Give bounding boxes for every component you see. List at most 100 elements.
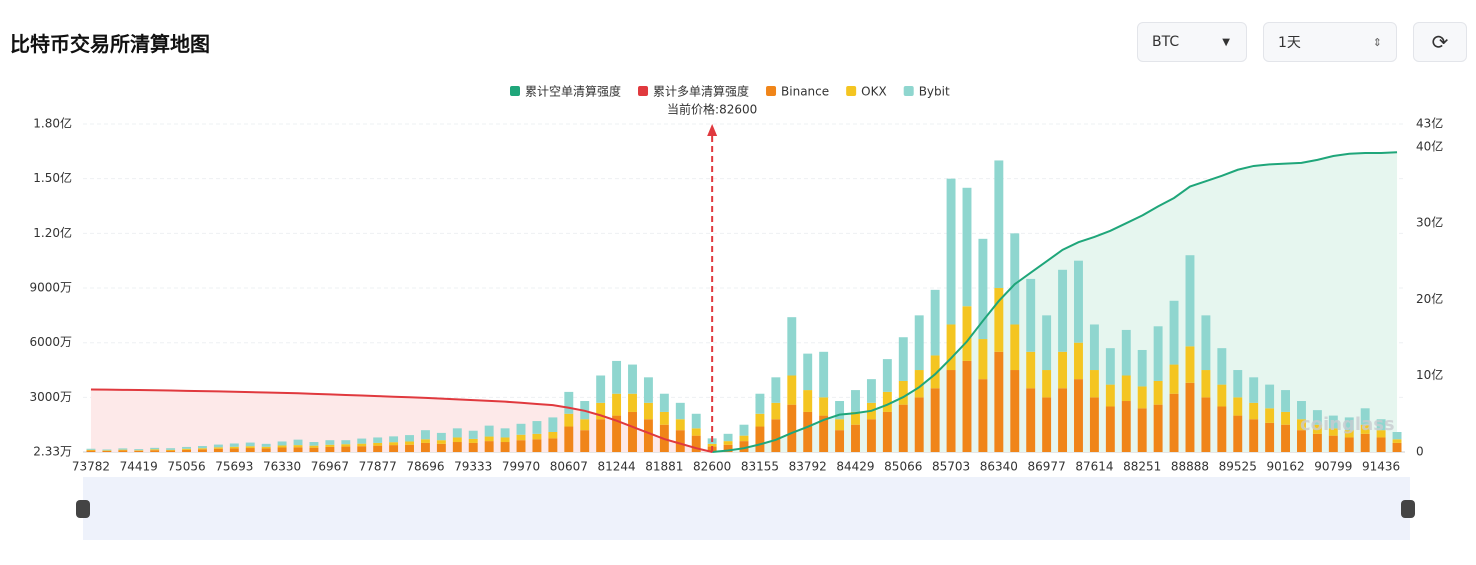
bar	[612, 415, 622, 452]
refresh-button[interactable]: ⟳	[1413, 22, 1467, 62]
bar	[1265, 422, 1275, 452]
x-tick-label: 77877	[359, 460, 397, 474]
bar	[325, 444, 335, 447]
bar	[86, 449, 96, 451]
bar	[787, 404, 797, 452]
bar	[580, 430, 590, 452]
bar	[118, 450, 128, 452]
bar	[596, 402, 606, 420]
bar	[118, 449, 128, 451]
x-tick-label: 88888	[1171, 460, 1209, 474]
bar	[86, 450, 96, 452]
bar	[1376, 437, 1386, 452]
bar	[1233, 415, 1243, 452]
bar	[851, 390, 860, 412]
bar	[1185, 255, 1195, 347]
bar	[564, 426, 574, 452]
bar	[1185, 382, 1195, 452]
bar	[293, 445, 303, 448]
bar	[452, 437, 462, 443]
bar	[755, 426, 765, 452]
bar	[1201, 370, 1211, 398]
bar	[436, 440, 446, 444]
bar	[739, 441, 749, 452]
bar	[1392, 439, 1402, 443]
bar	[1026, 278, 1036, 352]
y2-tick-label: 0	[1416, 445, 1424, 459]
bar	[628, 393, 637, 412]
bar	[1281, 424, 1291, 452]
bar	[1089, 370, 1099, 398]
bar	[245, 442, 255, 447]
bar	[723, 433, 733, 442]
bar	[1137, 386, 1147, 409]
x-tick-label: 88251	[1123, 460, 1161, 474]
bar	[420, 439, 430, 443]
bar	[229, 443, 239, 447]
bar	[1153, 326, 1163, 381]
bar	[835, 401, 845, 420]
bar	[1328, 415, 1338, 429]
bar	[150, 450, 160, 452]
bar	[882, 391, 892, 412]
bar	[102, 449, 112, 451]
bar	[1281, 411, 1291, 425]
bar	[1137, 349, 1147, 387]
bar	[946, 370, 956, 452]
x-tick-label: 75693	[215, 460, 253, 474]
bar	[309, 442, 319, 446]
bar	[357, 443, 367, 447]
x-tick-label: 74419	[120, 460, 158, 474]
bar	[341, 444, 351, 447]
bar	[373, 437, 383, 443]
symbol-select[interactable]: BTC ▼	[1137, 22, 1247, 62]
bar	[389, 436, 399, 443]
bar	[564, 413, 574, 427]
bar	[277, 445, 287, 448]
x-tick-label: 80607	[550, 460, 588, 474]
bar	[1058, 351, 1068, 389]
bar	[580, 419, 590, 431]
bar	[994, 288, 1004, 352]
legend-swatch	[638, 86, 649, 96]
bar	[1376, 430, 1386, 438]
bar	[1089, 397, 1099, 452]
bar	[1344, 417, 1354, 431]
y-tick-label: 1.20亿	[33, 225, 72, 240]
bar	[1042, 315, 1052, 371]
bar	[723, 444, 733, 452]
y-tick-label: 1.50亿	[33, 170, 72, 185]
bar	[978, 379, 988, 452]
bar	[771, 419, 781, 452]
period-select[interactable]: 1天 ⇕	[1263, 22, 1397, 62]
bar	[389, 445, 399, 452]
bar	[389, 442, 399, 446]
x-tick-label: 90799	[1314, 460, 1352, 474]
legend-swatch	[510, 86, 520, 96]
bar	[229, 446, 239, 449]
bar	[691, 413, 701, 429]
bar	[803, 411, 813, 452]
y2-tick-label: 30亿	[1416, 215, 1443, 230]
bar	[803, 353, 813, 391]
x-tick-label: 78696	[406, 460, 444, 474]
bar	[1074, 342, 1083, 380]
bar	[707, 443, 717, 447]
bar	[1360, 433, 1370, 452]
bar	[277, 447, 287, 452]
bar	[197, 446, 207, 449]
bar	[628, 364, 637, 394]
bar	[1169, 364, 1179, 394]
bar	[1121, 401, 1131, 452]
bar	[1201, 397, 1211, 452]
bar	[1328, 435, 1338, 452]
bar	[914, 370, 924, 398]
bar	[102, 450, 112, 452]
bar	[930, 388, 940, 452]
bar	[978, 339, 988, 380]
bar	[182, 449, 191, 452]
x-tick-label: 83792	[789, 460, 827, 474]
bar	[994, 351, 1004, 452]
bar	[1185, 346, 1195, 383]
